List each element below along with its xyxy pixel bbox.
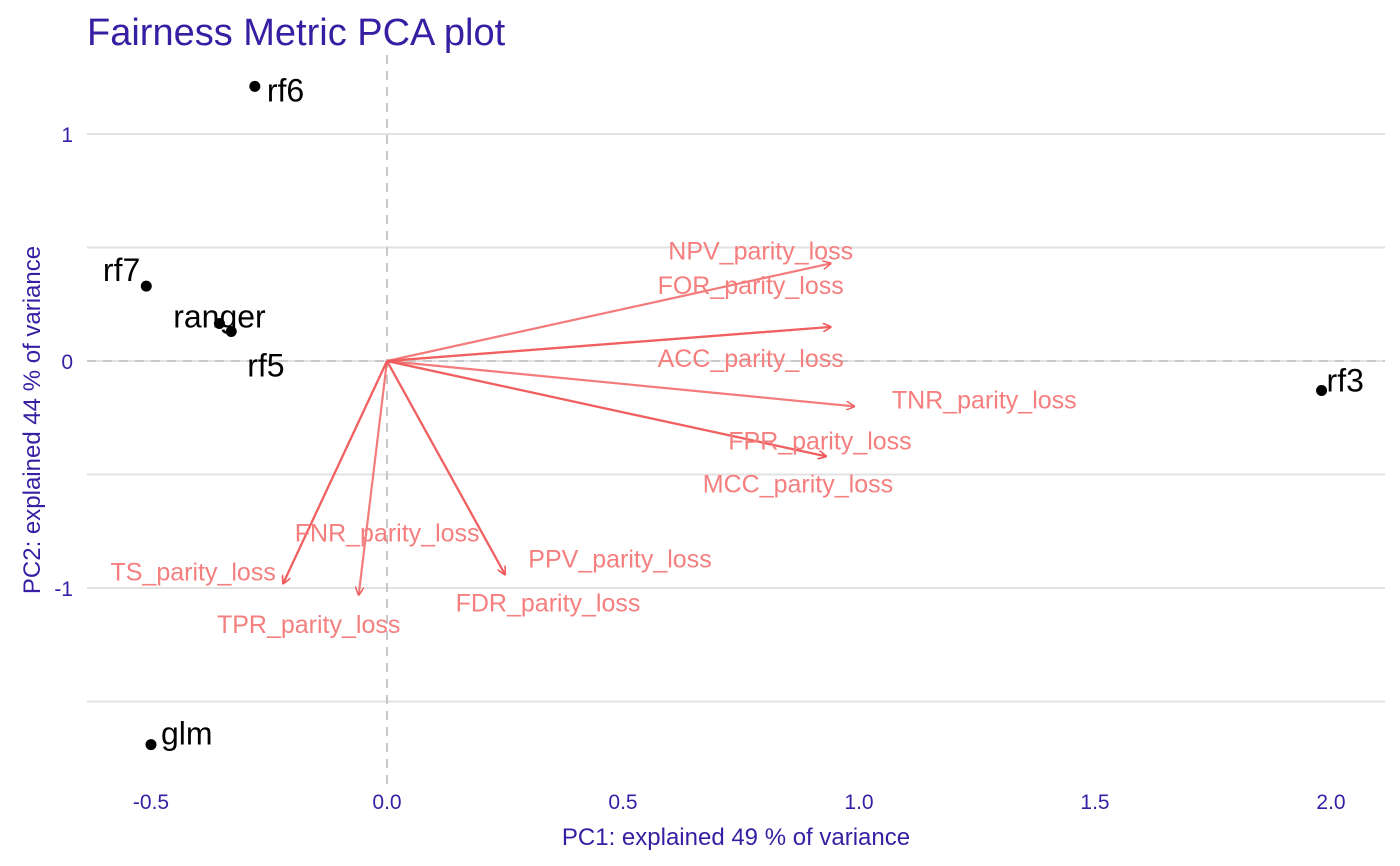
x-tick-label: 1.0 bbox=[844, 791, 873, 814]
y-tick-label: 0 bbox=[61, 351, 73, 374]
loading-arrow bbox=[386, 359, 854, 406]
x-tick-label: -0.5 bbox=[133, 791, 169, 814]
x-tick-label: 1.5 bbox=[1080, 791, 1109, 814]
y-tick-label: 1 bbox=[61, 124, 73, 147]
y-tick-label: -1 bbox=[54, 578, 73, 601]
data-point bbox=[249, 80, 261, 92]
loading-label: FPR_parity_loss bbox=[728, 427, 911, 455]
point-label: glm bbox=[161, 716, 213, 752]
data-point bbox=[140, 280, 152, 292]
chart-title: Fairness Metric PCA plot bbox=[87, 12, 506, 54]
data-point bbox=[213, 318, 225, 330]
point-label: rf5 bbox=[247, 347, 284, 383]
loading-arrow bbox=[386, 327, 831, 363]
loading-label: TPR_parity_loss bbox=[217, 611, 400, 639]
loading-arrow bbox=[386, 263, 831, 363]
data-point bbox=[1316, 385, 1328, 397]
loading-label: FOR_parity_loss bbox=[658, 272, 844, 300]
data-point bbox=[145, 739, 157, 751]
loading-label: FDR_parity_loss bbox=[456, 589, 641, 617]
point-label: rf7 bbox=[103, 252, 140, 288]
loading-label: MCC_parity_loss bbox=[703, 470, 893, 498]
point-label: ranger bbox=[173, 299, 266, 335]
loading-arrow bbox=[359, 360, 389, 595]
loading-label: TNR_parity_loss bbox=[892, 386, 1077, 414]
point-label: rf3 bbox=[1327, 363, 1364, 399]
data-point bbox=[225, 325, 237, 337]
loading-label: NPV_parity_loss bbox=[668, 237, 853, 265]
x-tick-label: 2.0 bbox=[1316, 791, 1345, 814]
loading-label: PPV_parity_loss bbox=[528, 545, 711, 573]
loading-label: ACC_parity_loss bbox=[658, 345, 844, 373]
loading-arrow bbox=[386, 360, 505, 574]
point-label: rf6 bbox=[267, 72, 304, 108]
loading-arrow bbox=[283, 360, 388, 583]
y-axis-title: PC2: explained 44 % of variance bbox=[19, 246, 46, 594]
x-tick-label: 0.5 bbox=[608, 791, 637, 814]
x-tick-label: 0.0 bbox=[372, 791, 401, 814]
x-axis-title: PC1: explained 49 % of variance bbox=[562, 824, 910, 851]
loading-arrow bbox=[386, 359, 826, 456]
loading-label: FNR_parity_loss bbox=[295, 519, 480, 547]
loading-label: TS_parity_loss bbox=[110, 558, 275, 586]
